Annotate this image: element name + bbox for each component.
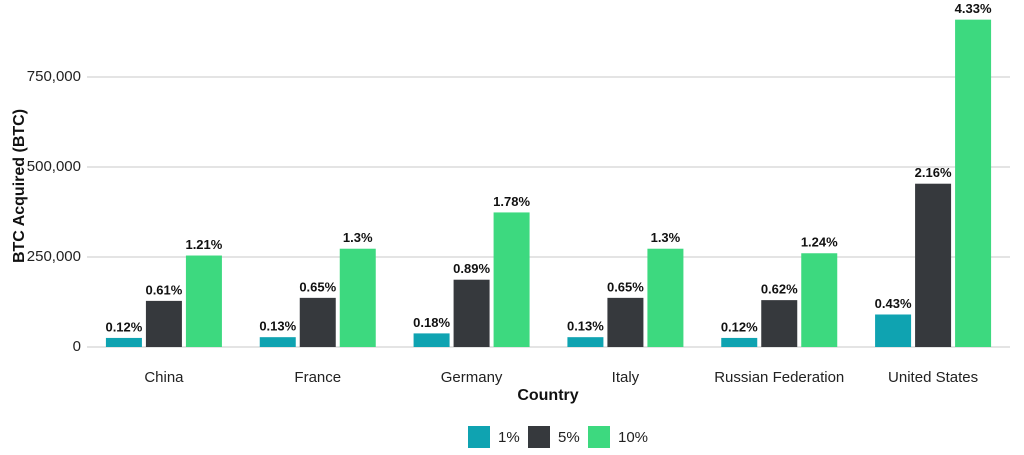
bar xyxy=(145,300,182,347)
x-tick-label: Italy xyxy=(612,369,640,386)
bar xyxy=(647,248,684,347)
value-label: 0.12% xyxy=(105,319,142,334)
legend-label: 10% xyxy=(618,429,648,446)
value-label: 0.43% xyxy=(875,296,912,311)
y-tick-label: 750,000 xyxy=(27,68,81,85)
x-tick-label: China xyxy=(144,369,184,386)
bar xyxy=(185,255,222,347)
value-label: 1.3% xyxy=(343,230,373,245)
bar xyxy=(801,253,838,347)
bar xyxy=(955,19,992,347)
y-tick-label: 0 xyxy=(73,338,81,355)
y-tick-label: 250,000 xyxy=(27,248,81,265)
value-label: 0.12% xyxy=(721,319,758,334)
bar xyxy=(453,279,490,347)
bar xyxy=(915,183,952,347)
bar xyxy=(761,300,798,347)
value-label: 1.24% xyxy=(801,235,838,250)
bar xyxy=(299,297,336,347)
value-label: 0.89% xyxy=(453,261,490,276)
y-axis-title: BTC Acquired (BTC) xyxy=(11,109,28,263)
value-label: 0.62% xyxy=(761,282,798,297)
value-label: 0.65% xyxy=(607,279,644,294)
bar xyxy=(721,337,758,347)
bar xyxy=(413,333,450,347)
value-label: 0.13% xyxy=(567,319,604,334)
bar xyxy=(567,337,604,347)
value-label: 0.65% xyxy=(299,279,336,294)
x-tick-label: France xyxy=(294,369,341,386)
value-label: 0.61% xyxy=(145,282,182,297)
value-label: 0.18% xyxy=(413,315,450,330)
legend-swatch xyxy=(528,426,550,448)
value-label: 0.13% xyxy=(259,319,296,334)
value-label: 1.78% xyxy=(493,194,530,209)
legend-label: 5% xyxy=(558,429,580,446)
legend-swatch xyxy=(588,426,610,448)
legend-swatch xyxy=(468,426,490,448)
bar xyxy=(105,337,142,347)
value-label: 1.3% xyxy=(651,230,681,245)
y-tick-label: 500,000 xyxy=(27,158,81,175)
x-tick-label: Russian Federation xyxy=(714,369,844,386)
value-label: 1.21% xyxy=(185,237,222,252)
x-axis-title: Country xyxy=(517,387,578,404)
bar xyxy=(259,337,296,347)
x-tick-label: Germany xyxy=(441,369,503,386)
bar xyxy=(339,248,376,347)
bar xyxy=(875,314,912,347)
x-tick-label: United States xyxy=(888,369,978,386)
bar xyxy=(607,297,644,347)
bar xyxy=(493,212,530,347)
value-label: 2.16% xyxy=(915,165,952,180)
value-label: 4.33% xyxy=(955,1,992,16)
legend-label: 1% xyxy=(498,429,520,446)
